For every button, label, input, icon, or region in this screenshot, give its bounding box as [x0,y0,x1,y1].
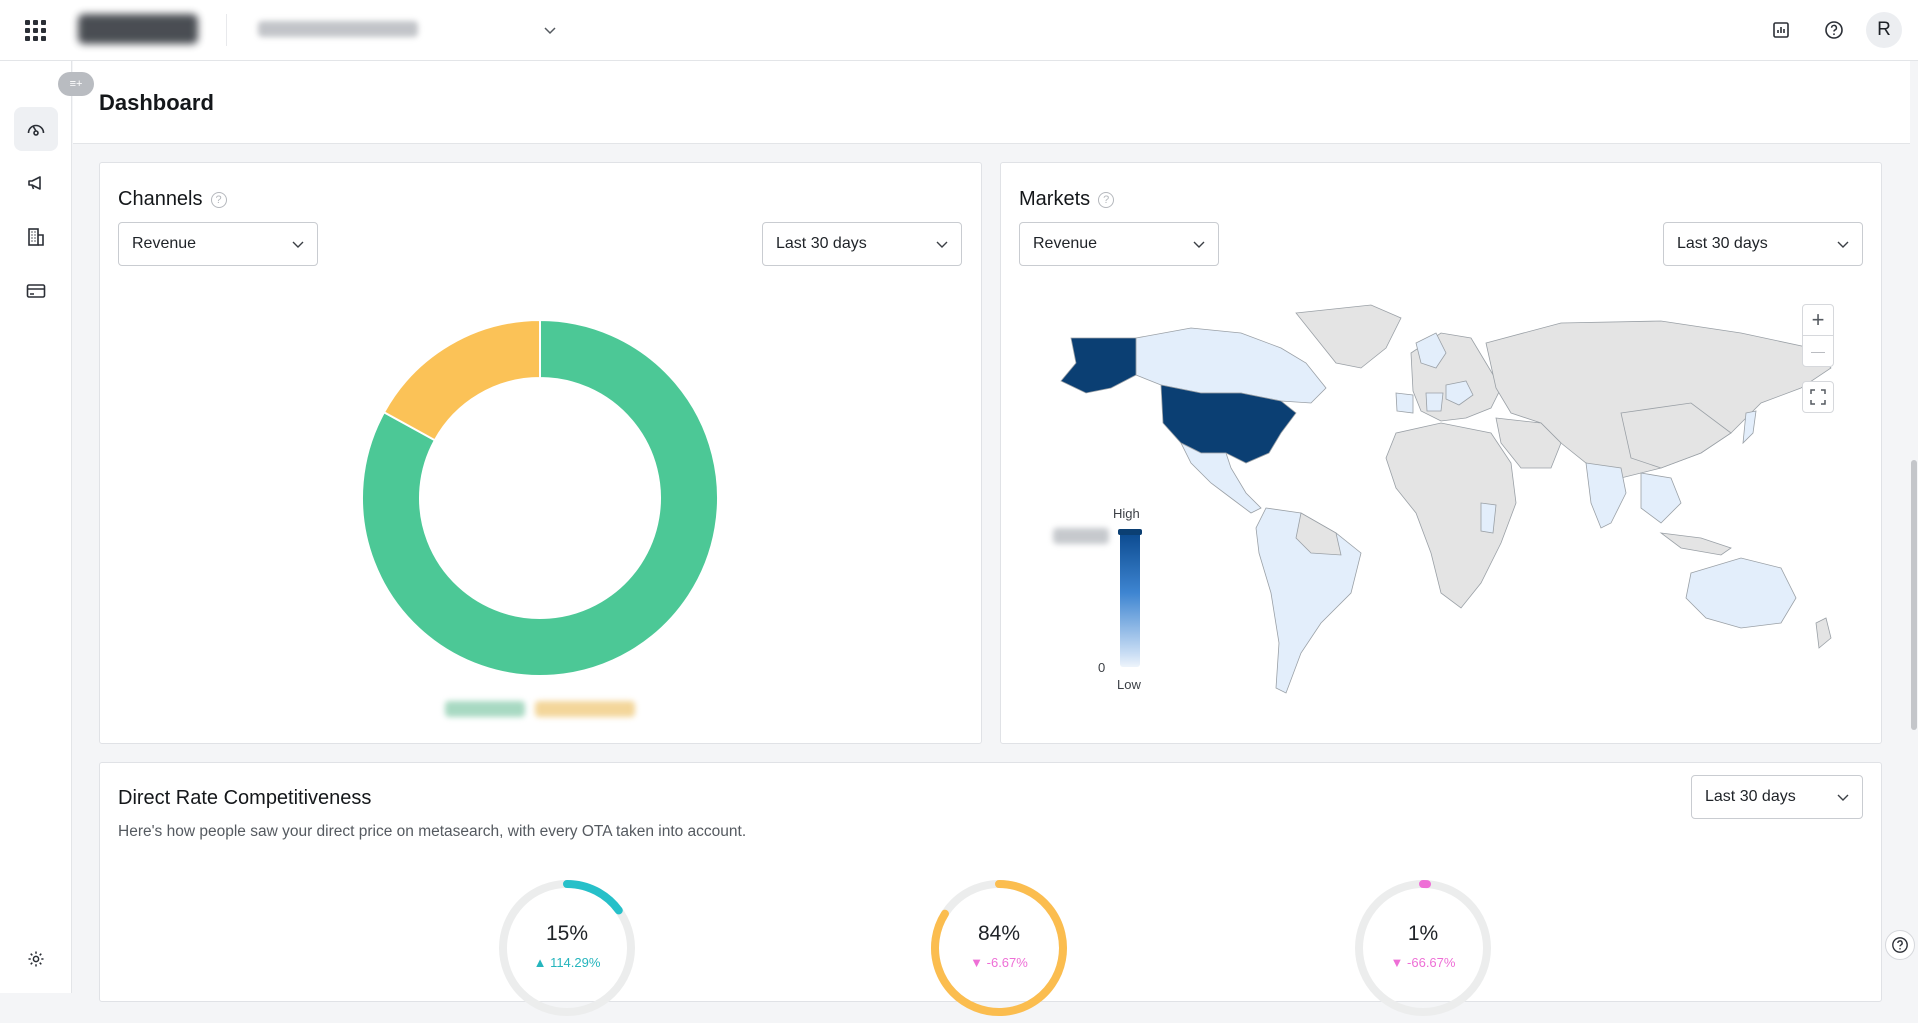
sidebar-item-billing[interactable] [14,269,58,313]
apps-grid-icon[interactable] [25,20,46,41]
scale-marker [1118,529,1142,535]
zoom-in-button[interactable]: + [1802,304,1834,336]
scale-high-label: High [1113,506,1140,521]
world-map[interactable] [1041,293,1841,703]
gauge-value: 1% [1353,922,1493,946]
markets-metric-value: Revenue [1033,235,1097,253]
channels-title-text: Channels [118,188,203,211]
channels-card: Channels ? Revenue Last 30 days [99,162,982,744]
chevron-down-icon[interactable] [542,22,558,38]
help-icon[interactable] [1821,17,1847,43]
channels-period-select[interactable]: Last 30 days [762,222,962,266]
report-chart-icon[interactable] [1768,17,1794,43]
markets-metric-select[interactable]: Revenue [1019,222,1219,266]
markets-title-text: Markets [1019,188,1090,211]
zoom-out-button[interactable]: — [1802,335,1834,367]
chevron-down-icon [1836,790,1850,804]
drc-card: Direct Rate Competitiveness Last 30 days… [99,762,1882,1002]
chevron-down-icon [291,237,305,251]
drc-description: Here's how people saw your direct price … [118,823,746,841]
drc-title: Direct Rate Competitiveness [118,787,371,810]
credit-card-icon [25,280,47,302]
scrollbar-thumb[interactable] [1911,460,1917,730]
markets-period-value: Last 30 days [1677,235,1768,253]
gauge-delta-text: -6.67% [987,955,1028,970]
building-icon [25,226,47,248]
gauge-ring [1353,878,1493,1018]
gauge-direct-expensive: 1% ▼ -66.67% [1353,878,1493,1018]
help-icon[interactable]: ? [1098,192,1114,208]
donut-slice-2[interactable] [384,320,540,440]
scale-gradient-bar [1120,532,1140,667]
zoom-out-label: — [1811,343,1825,359]
markets-period-select[interactable]: Last 30 days [1663,222,1863,266]
megaphone-icon [25,172,47,194]
channels-donut-chart [350,308,730,688]
drc-title-text: Direct Rate Competitiveness [118,787,371,810]
floating-help-button[interactable] [1885,930,1915,960]
chevron-down-icon [1192,237,1206,251]
gear-icon [26,949,46,969]
gauge-direct-equal: 84% ▼ -6.67% [929,878,1069,1018]
chevron-down-icon [935,237,949,251]
gauge-value: 15% [497,922,637,946]
legend-item-1[interactable] [445,701,525,717]
channels-metric-value: Revenue [132,235,196,253]
page-header: Dashboard [73,61,1918,144]
sidebar-item-dashboard[interactable] [14,107,58,151]
sidebar-item-properties[interactable] [14,215,58,259]
gauge-icon [25,118,47,140]
markets-title: Markets ? [1019,188,1114,211]
markets-card: Markets ? Revenue Last 30 days [1000,162,1882,744]
sidebar-item-settings[interactable] [14,937,58,981]
scale-low-label: Low [1117,677,1141,692]
property-selector-label[interactable] [258,21,418,37]
map-legend-title [1053,528,1109,544]
scale-zero-label: 0 [1098,660,1105,675]
help-icon[interactable]: ? [211,192,227,208]
page-title: Dashboard [99,90,214,116]
logo[interactable] [78,14,198,44]
zoom-in-label: + [1812,307,1825,333]
sidebar [0,61,72,993]
help-icon [1891,936,1909,954]
drc-period-value: Last 30 days [1705,788,1796,806]
gauge-arc [567,884,619,910]
gauge-delta: ▼ -66.67% [1353,955,1493,970]
drc-period-select[interactable]: Last 30 days [1691,775,1863,819]
top-bar: R [0,0,1918,61]
channels-period-value: Last 30 days [776,235,867,253]
channels-title: Channels ? [118,188,227,211]
sidebar-collapse-button[interactable]: ≡+ [58,72,94,96]
channels-metric-select[interactable]: Revenue [118,222,318,266]
gauge-delta: ▲ 114.29% [497,955,637,970]
chevron-down-icon [1836,237,1850,251]
gauge-delta-text: 114.29% [550,955,600,970]
avatar[interactable]: R [1866,12,1902,48]
gauge-ring [929,878,1069,1018]
gauge-delta: ▼ -6.67% [929,955,1069,970]
fullscreen-button[interactable] [1802,381,1834,413]
gauge-ring [497,878,637,1018]
divider [226,14,227,46]
gauge-direct-cheaper: 15% ▲ 114.29% [497,878,637,1018]
fullscreen-icon [1809,388,1827,406]
gauge-value: 84% [929,922,1069,946]
gauge-delta-text: -66.67% [1407,955,1455,970]
legend-item-2[interactable] [535,701,635,717]
sidebar-item-campaigns[interactable] [14,161,58,205]
